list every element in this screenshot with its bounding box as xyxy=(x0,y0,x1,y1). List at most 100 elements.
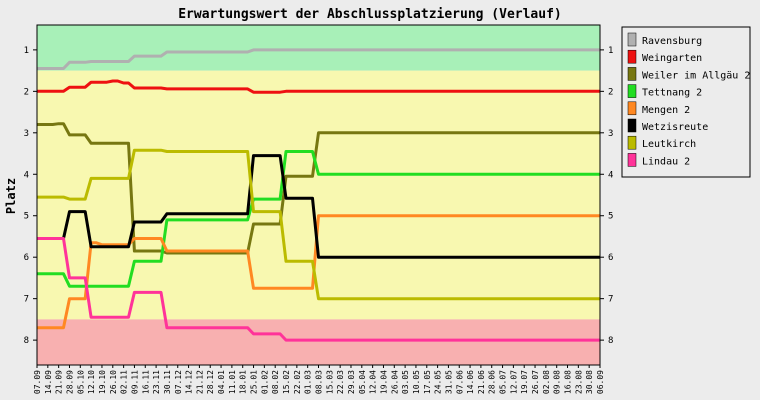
x-tick-label: 05.04 xyxy=(358,370,367,394)
x-tick-label: 28.09 xyxy=(66,370,75,394)
x-tick-label: 05.07 xyxy=(499,370,508,394)
series-line-5 xyxy=(37,214,600,330)
x-tick-label: 12.10 xyxy=(87,370,96,394)
legend-swatch-6 xyxy=(627,118,637,133)
series-line-2 xyxy=(37,79,600,94)
x-tick-label: 14.09 xyxy=(44,370,53,394)
zone-band-2 xyxy=(37,70,600,320)
x-tick-label: 21.06 xyxy=(477,370,486,394)
y-tick-label-left: 2 xyxy=(24,87,29,97)
x-tick-label: 07.06 xyxy=(455,370,464,394)
x-tick-label: 23.08 xyxy=(574,370,583,394)
x-tick-label: 18.01 xyxy=(239,370,248,394)
x-tick-label: 29.03 xyxy=(347,370,356,394)
y-axis-label: Platz xyxy=(4,178,18,214)
x-tick-label: 12.04 xyxy=(369,370,378,394)
y-tick-label-left: 3 xyxy=(24,129,29,139)
x-tick-label: 05.10 xyxy=(76,370,85,394)
legend-label-3: Weiler im Allgäu 2 xyxy=(642,70,750,81)
x-tick-label: 07.12 xyxy=(174,370,183,394)
plot-area: 1 1 2 2 3 3 4 4 5 5 6 6 7 7 8 8 07.09 14.09 21.09 28.09 05.1… xyxy=(24,24,613,394)
zone-band-1 xyxy=(37,25,600,71)
x-tick-label: 15.03 xyxy=(325,370,334,394)
series-line-7 xyxy=(37,148,600,301)
x-tick-label: 26.07 xyxy=(531,370,540,394)
y-tick-label-left: 6 xyxy=(24,253,29,263)
x-tick-label: 24.05 xyxy=(434,370,443,394)
x-tick-label: 08.02 xyxy=(271,370,280,394)
x-tick-label: 06.09 xyxy=(596,370,605,394)
y-tick-label-right: 6 xyxy=(608,253,613,263)
x-tick-label: 10.05 xyxy=(412,370,421,394)
x-tick-label: 28.06 xyxy=(488,370,497,394)
legend-swatch-3 xyxy=(627,67,637,81)
legend: Ravensburg Weingarten Weiler im Allgäu 2 Te… xyxy=(621,26,751,178)
zone-band-3 xyxy=(37,319,600,365)
x-tick-label: 01.03 xyxy=(304,370,313,394)
x-tick-label: 12.07 xyxy=(509,370,518,394)
x-tick-label: 19.07 xyxy=(520,370,529,394)
y-tick-label-left: 8 xyxy=(24,336,29,346)
legend-label-8: Lindau 2 xyxy=(642,156,690,167)
x-tick-label: 21.12 xyxy=(195,370,204,394)
x-tick-label: 07.09 xyxy=(33,370,42,394)
y-tick-label-left: 1 xyxy=(24,46,29,56)
x-tick-label: 28.12 xyxy=(206,370,215,394)
legend-box xyxy=(621,26,751,178)
y-tick-label-left: 5 xyxy=(24,212,29,222)
x-tick-label: 01.02 xyxy=(260,370,269,394)
y-tick-label-right: 2 xyxy=(608,87,613,97)
x-tick-label: 16.11 xyxy=(141,370,150,394)
series-line-3 xyxy=(37,122,600,255)
x-tick-label: 02.08 xyxy=(542,370,551,394)
y-tick-label-right: 8 xyxy=(608,336,613,346)
x-tick-label: 11.01 xyxy=(228,370,237,394)
x-tick-label: 09.11 xyxy=(130,370,139,394)
y-tick-label-left: 4 xyxy=(24,170,29,180)
series-line-1 xyxy=(37,48,600,70)
x-tick-label: 02.11 xyxy=(120,370,129,394)
x-tick-label: 22.03 xyxy=(336,370,345,394)
legend-swatch-2 xyxy=(627,49,637,64)
legend-swatch-5 xyxy=(627,101,637,116)
legend-swatch-7 xyxy=(627,135,637,150)
x-tick-label: 30.08 xyxy=(585,370,594,394)
x-tick-label: 04.01 xyxy=(217,370,226,394)
legend-label-7: Leutkirch xyxy=(642,139,696,150)
x-tick-label: 21.09 xyxy=(55,370,64,394)
x-tick-label: 14.06 xyxy=(466,370,475,394)
x-tick-label: 26.04 xyxy=(390,370,399,394)
x-tick-label: 14.12 xyxy=(185,370,194,394)
x-tick-label: 25.01 xyxy=(250,370,259,394)
series-line-8 xyxy=(37,237,600,342)
legend-label-6: Wetzisreute xyxy=(642,122,708,133)
x-tick-label: 31.05 xyxy=(444,370,453,394)
x-tick-label: 15.02 xyxy=(282,370,291,394)
y-tick-label-right: 7 xyxy=(608,295,613,305)
x-tick-label: 08.03 xyxy=(315,370,324,394)
series-line-6 xyxy=(37,154,600,259)
x-tick-label: 19.10 xyxy=(98,370,107,394)
legend-label-5: Mengen 2 xyxy=(642,105,690,116)
y-tick-label-right: 3 xyxy=(608,129,613,139)
x-tick-label: 16.08 xyxy=(564,370,573,394)
legend-swatch-1 xyxy=(627,32,637,47)
series-line-4 xyxy=(37,150,600,288)
x-tick-label: 03.05 xyxy=(401,370,410,394)
legend-swatch-4 xyxy=(627,84,637,98)
x-tick-label: 09.08 xyxy=(553,370,562,394)
y-tick-label-right: 1 xyxy=(608,46,613,56)
y-tick-label-right: 5 xyxy=(608,212,613,222)
x-tick-label: 26.10 xyxy=(109,370,118,394)
chart-title: Erwartungswert der Abschlussplatzierung … xyxy=(178,7,562,22)
legend-label-4: Tettnang 2 xyxy=(642,88,702,99)
legend-label-2: Weingarten xyxy=(642,53,702,64)
legend-swatch-8 xyxy=(627,153,637,167)
x-tick-label: 17.05 xyxy=(423,370,432,394)
x-tick-label: 19.04 xyxy=(380,370,389,394)
y-tick-label-left: 7 xyxy=(24,295,29,305)
y-tick-label-right: 4 xyxy=(608,170,613,180)
legend-label-1: Ravensburg xyxy=(642,36,702,47)
x-tick-label: 23.11 xyxy=(152,370,161,394)
